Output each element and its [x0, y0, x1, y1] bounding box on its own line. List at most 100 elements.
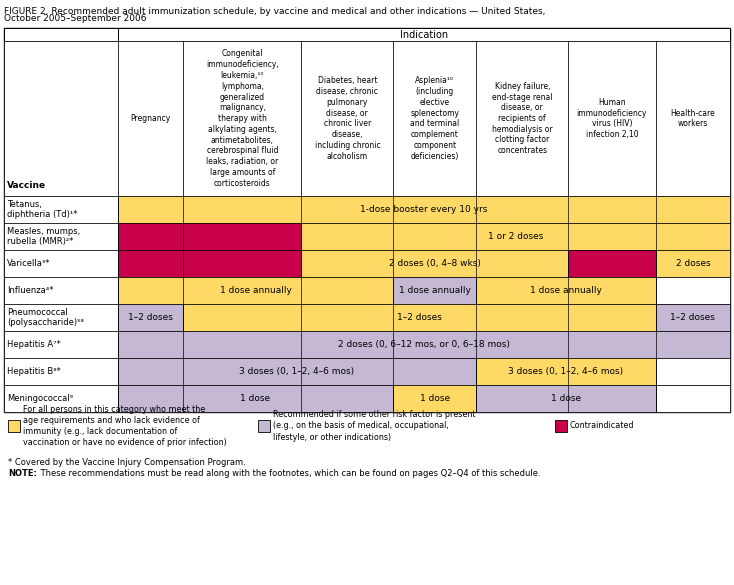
Bar [393, 385, 476, 412]
Bar [4, 358, 117, 385]
Bar [655, 385, 730, 412]
Bar [655, 358, 730, 385]
Bar [302, 250, 568, 277]
Bar [302, 41, 393, 196]
Bar [117, 28, 730, 41]
Bar [393, 358, 476, 385]
Text: 2 doses: 2 doses [675, 259, 710, 268]
Bar [4, 28, 730, 412]
Text: Tetanus,
diphtheria (Td)¹*: Tetanus, diphtheria (Td)¹* [7, 200, 78, 219]
Text: Hepatitis A⁷*: Hepatitis A⁷* [7, 340, 61, 349]
Bar [302, 277, 393, 304]
Bar [476, 223, 568, 250]
Bar [655, 250, 730, 277]
Bar [117, 223, 302, 250]
Bar [393, 277, 476, 304]
Text: 2 doses (0, 4–8 wks): 2 doses (0, 4–8 wks) [389, 259, 481, 268]
Bar [655, 304, 730, 331]
Bar [4, 250, 117, 277]
Bar [302, 196, 393, 223]
Bar [568, 196, 655, 223]
Bar [655, 304, 730, 331]
Bar [476, 196, 568, 223]
Bar [117, 223, 184, 250]
Bar [184, 385, 302, 412]
Bar [4, 28, 117, 41]
Bar [117, 331, 730, 358]
Bar [184, 304, 302, 331]
Bar [476, 358, 568, 385]
Text: * Covered by the Vaccine Injury Compensation Program.: * Covered by the Vaccine Injury Compensa… [8, 458, 246, 467]
Bar [655, 277, 730, 304]
Bar [568, 277, 655, 304]
Bar [393, 385, 476, 412]
Bar [258, 420, 270, 432]
Bar [4, 277, 117, 304]
Bar [302, 223, 730, 250]
Bar [302, 250, 393, 277]
Text: NOTE:: NOTE: [8, 469, 37, 478]
Text: Meningococcal⁹: Meningococcal⁹ [7, 394, 73, 403]
Bar [476, 331, 568, 358]
Bar [4, 331, 117, 358]
Text: 1 dose: 1 dose [241, 394, 271, 403]
Text: 1–2 doses: 1–2 doses [397, 313, 442, 322]
Text: Health-care
workers: Health-care workers [670, 109, 715, 128]
Bar [117, 304, 184, 331]
Bar [476, 358, 655, 385]
Text: Measles, mumps,
rubella (MMR)²*: Measles, mumps, rubella (MMR)²* [7, 227, 80, 246]
Bar [302, 385, 393, 412]
Bar [655, 385, 730, 412]
Bar [117, 41, 184, 196]
Text: 3 doses (0, 1–2, 4–6 mos): 3 doses (0, 1–2, 4–6 mos) [239, 367, 355, 376]
Bar [655, 358, 730, 385]
Bar [568, 250, 655, 277]
Bar [117, 358, 184, 385]
Bar [4, 304, 117, 331]
Bar [184, 223, 302, 250]
Bar [117, 385, 184, 412]
Bar [393, 223, 476, 250]
Text: 3 doses (0, 1–2, 4–6 mos): 3 doses (0, 1–2, 4–6 mos) [509, 367, 624, 376]
Bar [184, 250, 302, 277]
Bar [568, 41, 655, 196]
Bar [476, 304, 568, 331]
Bar [655, 196, 730, 223]
Bar [4, 385, 117, 412]
Bar [655, 277, 730, 304]
Text: Pregnancy: Pregnancy [131, 114, 170, 123]
Text: 1-dose booster every 10 yrs: 1-dose booster every 10 yrs [360, 205, 487, 214]
Bar [184, 304, 655, 331]
Bar [4, 196, 117, 223]
Bar [184, 277, 302, 304]
Bar [393, 196, 476, 223]
Text: These recommendations must be read along with the footnotes, which can be found : These recommendations must be read along… [38, 469, 541, 478]
Bar [476, 277, 655, 304]
Bar [117, 385, 393, 412]
Text: Kidney failure,
end-stage renal
disease, or
recipients of
hemodialysis or
clotti: Kidney failure, end-stage renal disease,… [492, 82, 553, 155]
Bar [117, 331, 184, 358]
Text: 1 dose annually: 1 dose annually [530, 286, 602, 295]
Text: Pneumococcal
(polysaccharide)⁵⁸: Pneumococcal (polysaccharide)⁵⁸ [7, 308, 84, 327]
Bar [476, 385, 655, 412]
Bar [302, 304, 393, 331]
Bar [117, 304, 184, 331]
Bar [476, 385, 568, 412]
Bar [184, 358, 302, 385]
Text: For all persons in this category who meet the
age requirements and who lack evid: For all persons in this category who mee… [23, 405, 227, 447]
Bar [655, 223, 730, 250]
Bar [476, 250, 568, 277]
Bar [302, 358, 393, 385]
Bar [184, 41, 302, 196]
Bar [568, 331, 655, 358]
Bar [302, 331, 393, 358]
Text: 1–2 doses: 1–2 doses [670, 313, 715, 322]
Bar [655, 250, 730, 277]
Bar [4, 41, 117, 196]
Text: Indication: Indication [400, 29, 448, 40]
Text: 2 doses (0, 6–12 mos, or 0, 6–18 mos): 2 doses (0, 6–12 mos, or 0, 6–18 mos) [338, 340, 510, 349]
Bar [393, 41, 476, 196]
Text: Diabetes, heart
disease, chronic
pulmonary
disease, or
chronic liver
disease,
in: Diabetes, heart disease, chronic pulmona… [314, 77, 380, 161]
Bar [117, 277, 393, 304]
Text: Asplenia¹⁰
(including
elective
splenectomy
and terminal
complement
component
def: Asplenia¹⁰ (including elective splenecto… [410, 77, 459, 161]
